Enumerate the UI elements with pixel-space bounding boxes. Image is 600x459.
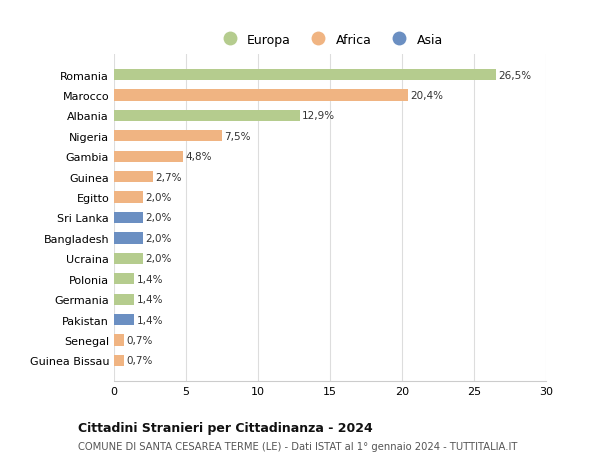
Text: 7,5%: 7,5% bbox=[224, 132, 251, 141]
Text: 20,4%: 20,4% bbox=[410, 91, 443, 101]
Text: 2,0%: 2,0% bbox=[145, 213, 172, 223]
Text: 0,7%: 0,7% bbox=[126, 335, 152, 345]
Bar bbox=[114, 335, 124, 346]
Text: 2,7%: 2,7% bbox=[155, 172, 182, 182]
Bar bbox=[114, 151, 183, 162]
Bar bbox=[114, 213, 143, 224]
Bar bbox=[114, 192, 143, 203]
Text: 2,0%: 2,0% bbox=[145, 193, 172, 203]
Legend: Europa, Africa, Asia: Europa, Africa, Asia bbox=[212, 29, 448, 52]
Text: 0,7%: 0,7% bbox=[126, 356, 152, 365]
Bar bbox=[114, 111, 300, 122]
Bar bbox=[114, 131, 222, 142]
Text: Cittadini Stranieri per Cittadinanza - 2024: Cittadini Stranieri per Cittadinanza - 2… bbox=[78, 421, 373, 434]
Bar bbox=[114, 294, 134, 305]
Text: 2,0%: 2,0% bbox=[145, 233, 172, 243]
Text: 12,9%: 12,9% bbox=[302, 111, 335, 121]
Bar bbox=[114, 274, 134, 285]
Bar bbox=[114, 172, 153, 183]
Bar bbox=[114, 355, 124, 366]
Text: 1,4%: 1,4% bbox=[136, 315, 163, 325]
Text: 26,5%: 26,5% bbox=[498, 71, 531, 80]
Bar bbox=[114, 314, 134, 325]
Text: 1,4%: 1,4% bbox=[136, 274, 163, 284]
Bar bbox=[114, 70, 496, 81]
Bar bbox=[114, 253, 143, 264]
Text: COMUNE DI SANTA CESAREA TERME (LE) - Dati ISTAT al 1° gennaio 2024 - TUTTITALIA.: COMUNE DI SANTA CESAREA TERME (LE) - Dat… bbox=[78, 441, 517, 451]
Text: 2,0%: 2,0% bbox=[145, 254, 172, 264]
Bar bbox=[114, 233, 143, 244]
Text: 1,4%: 1,4% bbox=[136, 295, 163, 304]
Text: 4,8%: 4,8% bbox=[185, 152, 212, 162]
Bar bbox=[114, 90, 408, 101]
